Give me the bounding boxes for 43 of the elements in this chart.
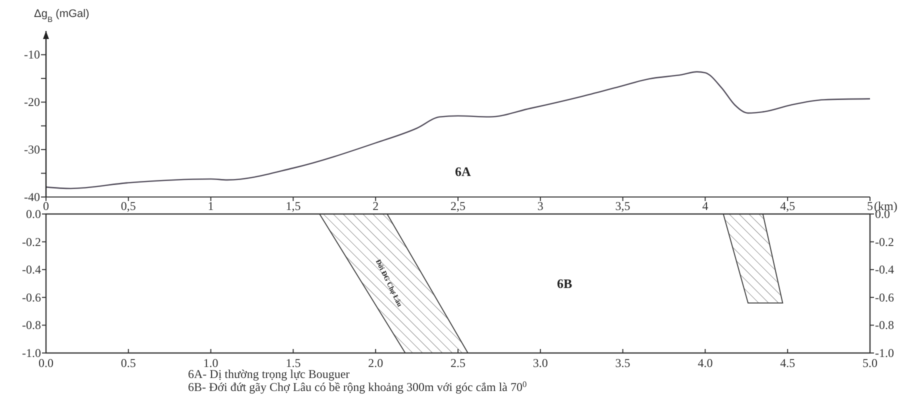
y2-tick-label: -1.0 [875,346,894,360]
y2-tick-label: -0.2 [875,234,894,249]
x-tick-label: 3.0 [532,356,548,370]
x-tick-label: 5.0 [862,356,878,370]
x-tick-label: 2.5 [450,356,466,370]
y2-tick-label: -0.6 [875,290,894,304]
y-tick-label: -30 [24,142,40,157]
x-tick-label: 4.0 [698,356,713,370]
annotation: 6A [455,164,472,179]
x-tick-label: 4.5 [780,356,796,370]
line-series [45,71,871,190]
y-tick-label: -0.6 [22,290,41,304]
y-axis-title: Δg$_{B}$ (mGal) [34,8,90,24]
x-tick-label: 3 [537,199,544,213]
x-tick-label: 4,5 [780,199,796,213]
y-tick-label: -0.4 [22,262,41,277]
x-tick-label: 1 [208,199,214,213]
y-tick-label: -40 [24,190,40,204]
x-tick-label: 3.5 [615,356,630,370]
annotation: 6B [557,276,572,291]
y2-tick-label: -0.4 [875,262,894,277]
x-tick-label: 0.5 [120,356,136,370]
x-tick-label: 4 [702,199,708,213]
x-tick-label: 0.0 [38,356,54,370]
y-tick-label: -10 [24,48,40,62]
x-tick-label: 1.5 [286,356,301,370]
x-axis-title: (km) [874,199,898,213]
x-tick-label: 2.0 [368,356,384,370]
y-tick-label: -1.0 [22,346,41,360]
text: 6A- Dị thường trọng lực Bouguer [188,367,350,381]
y-tick-label: -20 [24,95,40,110]
x-tick-label: 0,5 [120,199,136,213]
x-tick-label: 3,5 [615,199,630,213]
x-tick-label: 5 [867,199,873,213]
y-tick-label: -0.2 [22,234,41,249]
x-tick-label: 0 [43,199,49,213]
x-tick-label: 1.0 [203,356,218,370]
x-tick-label: 2,5 [450,199,466,213]
x-tick-label: 2 [372,199,379,213]
y2-tick-label: -0.8 [875,318,894,332]
x-tick-label: 1,5 [286,199,301,213]
y-tick-label: -0.8 [22,318,41,332]
text: 6B- Đới đứt gãy Chợ Lâu có bề rộng khoảng 300m với góc cắm là 70$^{0}$ [188,380,527,394]
